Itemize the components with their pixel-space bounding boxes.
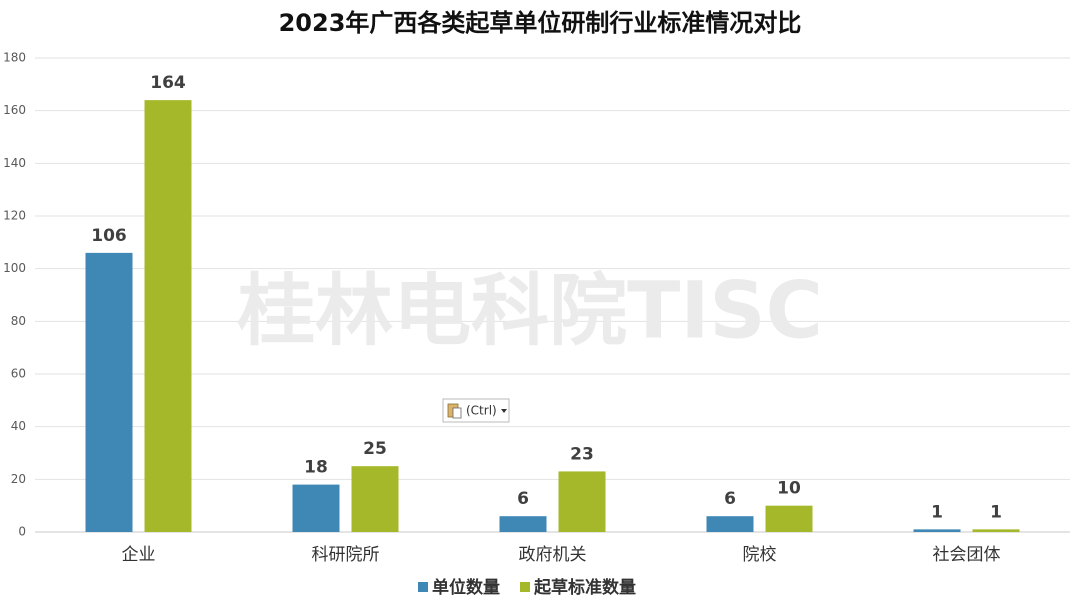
x-tick-label: 院校 (743, 545, 777, 565)
y-tick-label: 0 (18, 525, 26, 539)
y-tick-label: 60 (11, 367, 26, 381)
y-tick-label: 100 (3, 261, 26, 275)
grid: 0 20 40 60 80 100 120 140 160 180 (3, 51, 1070, 539)
data-label: 23 (570, 444, 594, 464)
bar (558, 471, 606, 532)
paste-icon-sheet (452, 407, 462, 419)
x-tick-label: 企业 (122, 545, 156, 565)
watermark: 桂林电科院TISC (237, 266, 823, 356)
data-label: 6 (517, 489, 529, 509)
x-tick-label: 社会团体 (933, 545, 1001, 565)
data-label: 1 (990, 502, 1002, 522)
data-label: 25 (363, 439, 387, 459)
x-tick-label: 科研院所 (312, 545, 380, 565)
bar (913, 529, 961, 532)
legend-swatch (418, 582, 428, 592)
paste-button[interactable]: (Ctrl) (442, 398, 510, 423)
data-label: 10 (777, 479, 801, 499)
y-tick-label: 160 (3, 103, 26, 117)
data-label: 18 (304, 458, 328, 478)
legend-label: 起草标准数量 (533, 577, 636, 598)
dropdown-arrow (501, 409, 507, 413)
y-tick-label: 140 (3, 156, 26, 170)
y-tick-label: 20 (11, 472, 26, 486)
bars: 企业 106 164 科研院所 18 25 政府机关 6 23 院校 6 10 社会团体 1 1 (85, 73, 1020, 565)
x-tick-label: 政府机关 (519, 545, 587, 565)
bar (351, 466, 399, 532)
y-tick-label: 180 (3, 51, 26, 65)
bar (706, 516, 754, 532)
data-label: 164 (150, 73, 186, 93)
bar (765, 505, 813, 532)
legend: 单位数量 起草标准数量 (418, 577, 636, 598)
y-tick-label: 120 (3, 209, 26, 223)
chart-title: 2023年广西各类起草单位研制行业标准情况对比 (279, 9, 802, 37)
paste-label: (Ctrl) (466, 404, 497, 418)
y-tick-label: 40 (11, 419, 26, 433)
bar (292, 484, 340, 532)
bar (499, 516, 547, 532)
data-label: 6 (724, 489, 736, 509)
data-label: 106 (91, 226, 127, 246)
bar (972, 529, 1020, 532)
data-label: 1 (931, 502, 943, 522)
y-tick-label: 80 (11, 314, 26, 328)
legend-label: 单位数量 (432, 577, 500, 598)
legend-swatch (520, 582, 530, 592)
bar (85, 252, 133, 532)
bar (144, 100, 192, 532)
